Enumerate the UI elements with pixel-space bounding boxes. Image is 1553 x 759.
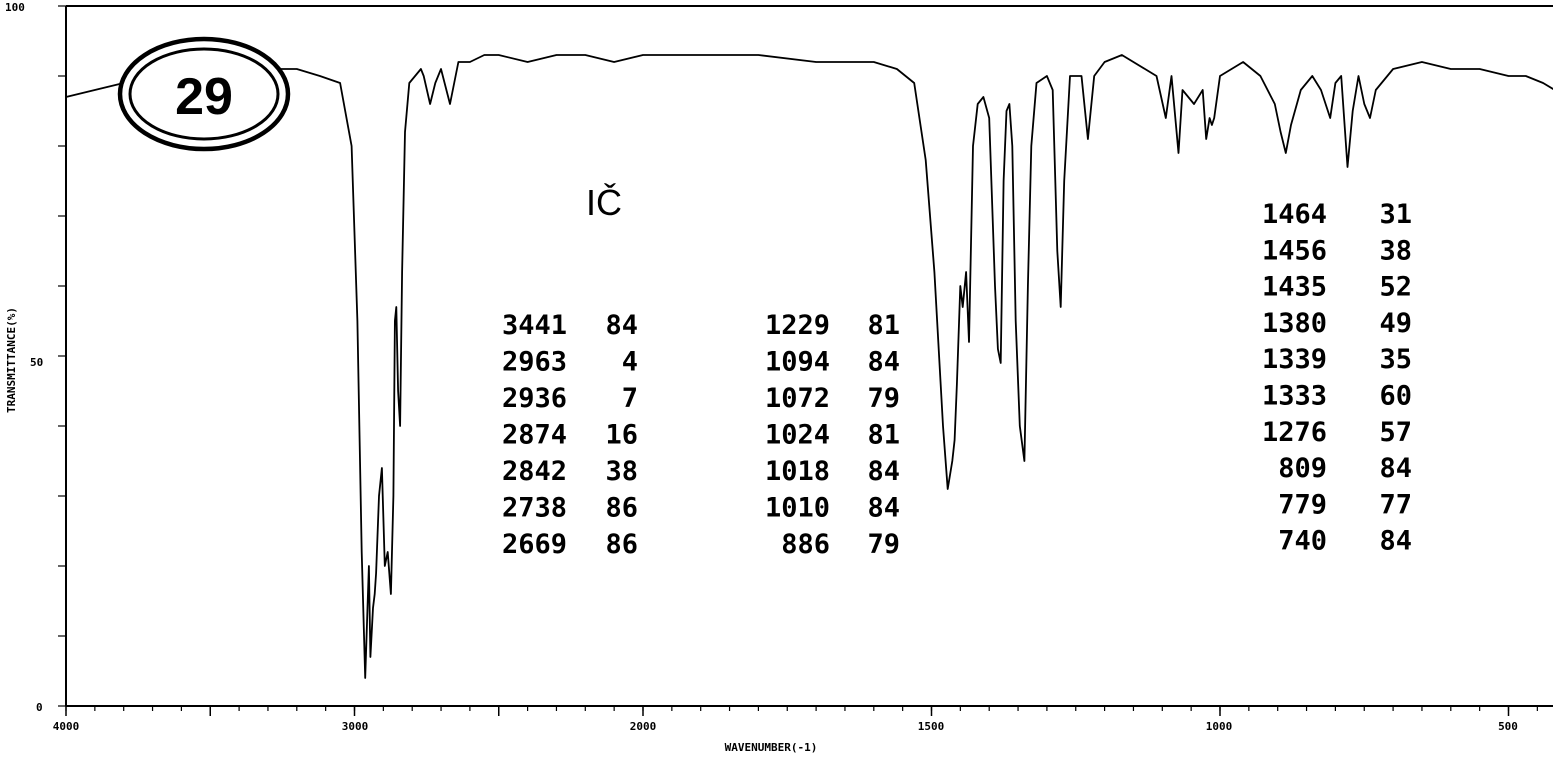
peak-transmittance: 79: [867, 383, 900, 414]
x-tick-label-1500: 1500: [918, 720, 945, 733]
peak-wavenumber: 779: [1278, 489, 1327, 520]
peak-transmittance: 4: [622, 347, 638, 378]
peak-wavenumber: 1010: [765, 493, 830, 524]
x-tick-label-4000: 4000: [53, 720, 80, 733]
peak-wavenumber: 2842: [502, 456, 567, 487]
peak-transmittance: 86: [605, 493, 638, 524]
peak-wavenumber: 1464: [1262, 199, 1327, 230]
peak-transmittance: 84: [867, 493, 900, 524]
peak-transmittance: 84: [605, 310, 638, 341]
badge-inner-ring: [128, 47, 280, 141]
peak-transmittance: 84: [1379, 453, 1412, 484]
peak-transmittance: 81: [867, 310, 900, 341]
peak-transmittance: 84: [867, 347, 900, 378]
peak-wavenumber: 740: [1278, 526, 1327, 557]
peak-wavenumber: 1024: [765, 420, 830, 451]
peak-transmittance: 38: [1379, 235, 1412, 266]
peak-wavenumber: 2669: [502, 529, 567, 560]
peak-transmittance: 77: [1379, 489, 1412, 520]
peak-wavenumber: 2874: [502, 420, 567, 451]
peak-wavenumber: 3441: [502, 310, 567, 341]
x-tick-label-3000: 3000: [342, 720, 369, 733]
peak-wavenumber: 809: [1278, 453, 1327, 484]
peak-transmittance: 60: [1379, 381, 1412, 412]
peak-transmittance: 86: [605, 529, 638, 560]
peak-wavenumber: 1072: [765, 383, 830, 414]
peak-transmittance: 31: [1379, 199, 1412, 230]
peak-transmittance: 7: [622, 383, 638, 414]
y-tick-label-100: 100: [5, 1, 25, 14]
peak-table: 3441 84 2963 4 2936 7 2874 16 2842 38 2738 86 2669 86…: [502, 199, 1412, 560]
peak-wavenumber: 1094: [765, 347, 830, 378]
spectrum-annotation-ic: IČ: [586, 182, 622, 223]
peak-wavenumber: 1380: [1262, 308, 1327, 339]
peak-transmittance: 57: [1379, 417, 1412, 448]
peak-wavenumber: 886: [781, 529, 830, 560]
peak-transmittance: 79: [867, 529, 900, 560]
peak-transmittance: 49: [1379, 308, 1412, 339]
peak-transmittance: 52: [1379, 272, 1412, 303]
x-tick-label-1000: 1000: [1206, 720, 1233, 733]
x-axis-title: WAVENUMBER(-1): [725, 741, 818, 754]
peak-transmittance: 38: [605, 456, 638, 487]
peak-transmittance: 16: [605, 420, 638, 451]
peak-wavenumber: 1456: [1262, 235, 1327, 266]
peak-wavenumber: 2738: [502, 493, 567, 524]
y-ticks: [58, 5, 66, 707]
peak-wavenumber: 1333: [1262, 381, 1327, 412]
y-axis-title: TRANSMITTANCE(%): [5, 307, 18, 413]
sample-number-badge: 29: [117, 36, 291, 152]
x-major-ticks: [65, 706, 1510, 716]
peak-wavenumber: 1276: [1262, 417, 1327, 448]
peak-transmittance: 84: [1379, 526, 1412, 557]
y-tick-label-0: 0: [36, 701, 43, 714]
peak-wavenumber: 1339: [1262, 344, 1327, 375]
y-tick-label-50: 50: [30, 356, 43, 369]
x-tick-label-500: 500: [1498, 720, 1518, 733]
peak-transmittance: 84: [867, 456, 900, 487]
peak-wavenumber: 1018: [765, 456, 830, 487]
peak-transmittance: 35: [1379, 344, 1412, 375]
peak-wavenumber: 1435: [1262, 272, 1327, 303]
peak-transmittance: 81: [867, 420, 900, 451]
peak-wavenumber: 1229: [765, 310, 830, 341]
x-tick-label-2000: 2000: [630, 720, 657, 733]
spectrum-series-line: [65, 54, 1553, 679]
peak-wavenumber: 2936: [502, 383, 567, 414]
badge-number: 29: [175, 68, 233, 126]
peak-wavenumber: 2963: [502, 347, 567, 378]
